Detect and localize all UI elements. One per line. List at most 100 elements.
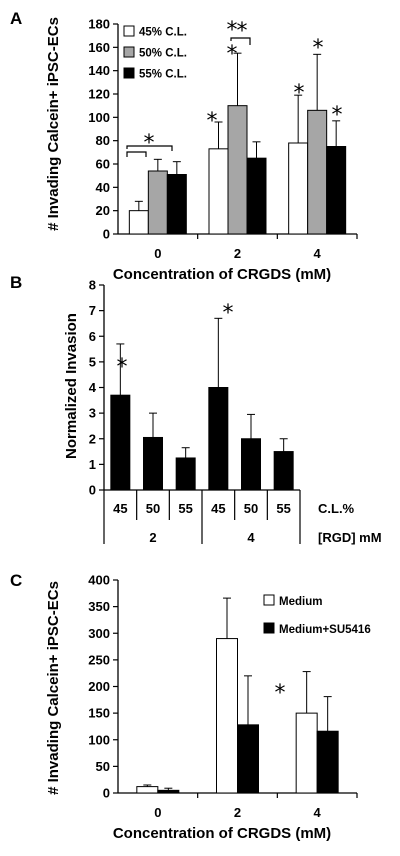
- y-tick-label: 3: [89, 406, 96, 421]
- x-tick-label: 55: [276, 501, 290, 516]
- bar: [216, 638, 238, 794]
- bar: [110, 394, 131, 491]
- panel-a-y-axis-title: # Invading Calcein+ iPSC-ECs: [45, 17, 62, 231]
- y-tick-label: 400: [88, 573, 110, 588]
- x-tick-label: 2: [234, 246, 241, 261]
- x-tick-label: 4: [314, 246, 322, 261]
- panel-c-legend: Medium Medium+SU5416: [263, 594, 371, 636]
- x-tick-label: 45: [211, 501, 225, 516]
- bar: [307, 109, 328, 235]
- panel-c: C # Invading Calcein+ iPSC-ECs Concentra…: [10, 571, 371, 842]
- x-tick-label: 50: [146, 501, 160, 516]
- legend-swatch: [123, 46, 135, 58]
- panel-a-bars: [128, 52, 347, 235]
- significance-star: *: [227, 18, 238, 43]
- y-tick-label: 0: [103, 227, 110, 242]
- legend-label: 50% C.L.: [139, 48, 187, 60]
- y-tick-label: 160: [88, 40, 110, 55]
- y-tick-label: 6: [89, 329, 96, 344]
- bar: [157, 789, 180, 794]
- y-tick-label: 40: [96, 180, 110, 195]
- y-tick-label: 60: [96, 157, 110, 172]
- bar: [208, 148, 229, 235]
- y-tick-label: 50: [96, 759, 110, 774]
- significance-star: *: [207, 109, 218, 134]
- panel-a: A # Invading Calcein+ iPSC-ECs Concentra…: [10, 9, 358, 283]
- x-tick-label: 55: [178, 501, 192, 516]
- bar: [237, 724, 259, 794]
- significance-star: *: [223, 301, 234, 326]
- x-tick-label: 4: [314, 805, 322, 820]
- legend-swatch: [123, 25, 135, 37]
- bar: [147, 170, 168, 235]
- y-tick-label: 4: [89, 380, 97, 395]
- bar: [143, 436, 163, 491]
- y-tick-label: 350: [88, 599, 110, 614]
- panel-a-x-axis-title: Concentration of CRGDS (mM): [113, 266, 331, 283]
- panel-b-y-axis-title: Normalized Invasion: [63, 313, 80, 459]
- bar: [326, 146, 347, 235]
- panel-a-stars: * * * * * * * *: [144, 18, 343, 156]
- y-tick-label: 120: [88, 87, 110, 102]
- y-tick-label: 0: [89, 483, 96, 498]
- group-label: 2: [149, 530, 156, 545]
- panel-c-y-axis-title: # Invading Calcein+ iPSC-ECs: [45, 581, 62, 795]
- panel-label-a: A: [10, 9, 22, 28]
- y-tick-label: 200: [88, 679, 110, 694]
- bar: [136, 786, 159, 794]
- x-tick-label: 50: [244, 501, 258, 516]
- legend-label: 45% C.L.: [139, 27, 187, 39]
- significance-star: *: [313, 36, 324, 61]
- y-tick-label: 2: [89, 431, 96, 446]
- panel-label-c: C: [10, 571, 22, 590]
- significance-star: *: [237, 19, 248, 44]
- bar: [128, 210, 149, 235]
- panel-b-row-label-rgd: [RGD] mM: [318, 530, 382, 545]
- x-tick-label: 0: [154, 246, 161, 261]
- panel-label-b: B: [10, 273, 22, 292]
- y-tick-label: 7: [89, 303, 96, 318]
- bar: [295, 712, 318, 794]
- significance-star: *: [332, 103, 343, 128]
- significance-star: *: [117, 355, 128, 380]
- legend-label: Medium: [279, 596, 322, 608]
- bar: [288, 142, 309, 235]
- bar: [227, 105, 248, 235]
- x-tick-label: 0: [154, 805, 161, 820]
- panel-a-legend: 45% C.L. 50% C.L. 55% C.L.: [123, 25, 187, 81]
- panel-b-row-label-cl: C.L.%: [318, 501, 355, 516]
- y-tick-label: 100: [88, 732, 110, 747]
- legend-swatch: [263, 594, 275, 606]
- significance-star: *: [294, 81, 305, 106]
- y-tick-label: 300: [88, 626, 110, 641]
- significance-star: *: [227, 42, 238, 67]
- group-label: 4: [247, 530, 255, 545]
- legend-swatch: [123, 67, 135, 79]
- bar: [208, 387, 229, 491]
- y-tick-label: 100: [88, 110, 110, 125]
- panel-c-bars: [136, 597, 339, 794]
- bar: [175, 457, 196, 491]
- legend-swatch: [263, 622, 275, 634]
- bar: [246, 157, 267, 235]
- bar: [241, 438, 261, 491]
- y-tick-label: 1: [89, 457, 96, 472]
- y-tick-label: 140: [88, 63, 110, 78]
- bar: [316, 730, 339, 794]
- significance-star: *: [144, 131, 155, 156]
- bar: [166, 174, 187, 235]
- panel-a-significance-brackets: [126, 37, 251, 157]
- y-tick-label: 180: [88, 17, 110, 32]
- y-tick-label: 8: [89, 278, 96, 293]
- panel-b-stars: * *: [117, 301, 234, 380]
- y-tick-label: 0: [103, 786, 110, 801]
- y-tick-label: 20: [96, 203, 110, 218]
- panel-c-x-axis-title: Concentration of CRGDS (mM): [113, 825, 331, 842]
- y-tick-label: 150: [88, 706, 110, 721]
- legend-label: 55% C.L.: [139, 69, 187, 81]
- bar: [273, 451, 294, 491]
- significance-star: *: [275, 681, 286, 706]
